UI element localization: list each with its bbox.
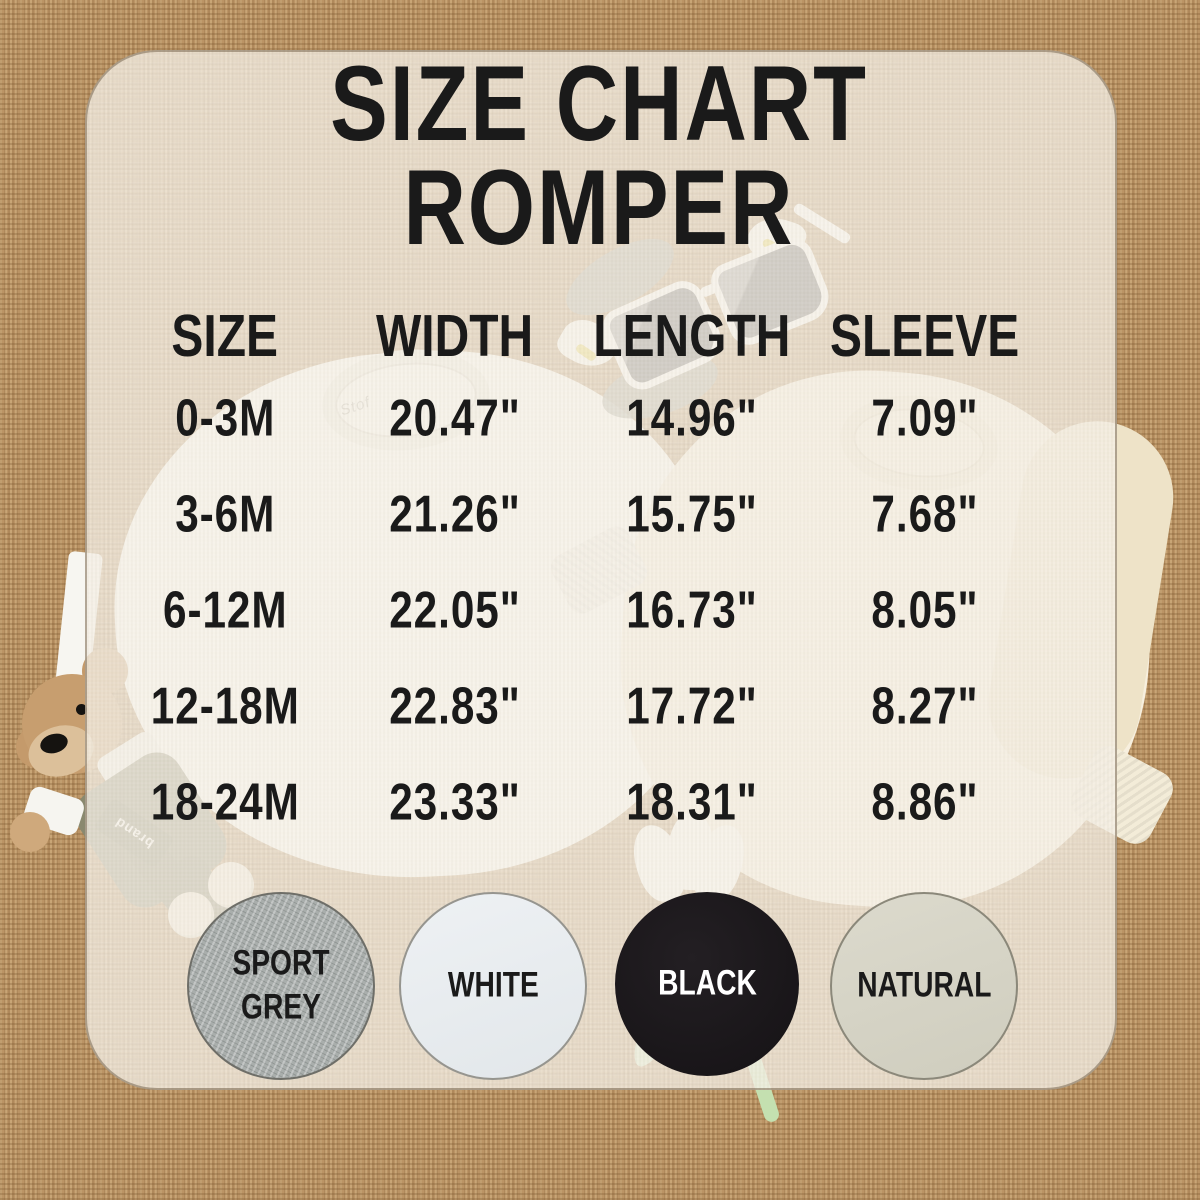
- length-value: 17.72": [626, 675, 758, 735]
- width-value: 21.26": [389, 483, 521, 543]
- sleeve-value: 8.05": [871, 579, 979, 639]
- teddy-bear-eye: [76, 704, 87, 715]
- swatch-white: WHITE: [399, 892, 587, 1080]
- width-value: 20.47": [389, 387, 521, 447]
- length-value: 14.96": [626, 387, 758, 447]
- column-header-sleeve: SLEEVE: [830, 301, 1020, 369]
- column-header-size: SIZE: [171, 301, 279, 369]
- title-line-2: ROMPER: [403, 148, 795, 268]
- width-value: 22.83": [389, 675, 521, 735]
- length-value: 15.75": [626, 483, 758, 543]
- swatch-sport-grey-label: SPORT GREY: [232, 944, 330, 1027]
- sleeve-value: 8.27": [871, 675, 979, 735]
- swatch-white-label: WHITE: [447, 966, 539, 1005]
- column-header-length: LENGTH: [593, 301, 791, 369]
- swatch-black: BLACK: [615, 892, 799, 1076]
- size-label: 18-24M: [150, 771, 300, 831]
- length-value: 16.73": [626, 579, 758, 639]
- width-value: 22.05": [389, 579, 521, 639]
- title-line-1: SIZE CHART: [330, 44, 868, 164]
- page-title: SIZE CHART ROMPER: [85, 45, 1113, 267]
- size-label: 6-12M: [162, 579, 288, 639]
- sleeve-value: 7.68": [871, 483, 979, 543]
- size-label: 12-18M: [150, 675, 300, 735]
- column-header-width: WIDTH: [376, 301, 534, 369]
- swatch-sport-grey: SPORT GREY: [187, 892, 375, 1080]
- width-value: 23.33": [389, 771, 521, 831]
- size-table: SIZE WIDTH LENGTH SLEEVE 0-3M 20.47" 14.…: [140, 300, 1066, 850]
- swatch-natural-label: NATURAL: [856, 966, 992, 1005]
- length-value: 18.31": [626, 771, 758, 831]
- swatch-black-label: BLACK: [657, 964, 757, 1003]
- size-label: 0-3M: [174, 387, 276, 447]
- sleeve-value: 7.09": [871, 387, 979, 447]
- swatch-natural: NATURAL: [830, 892, 1018, 1080]
- size-label: 3-6M: [174, 483, 276, 543]
- teddy-bear-paw: [10, 812, 50, 852]
- sleeve-value: 8.86": [871, 771, 979, 831]
